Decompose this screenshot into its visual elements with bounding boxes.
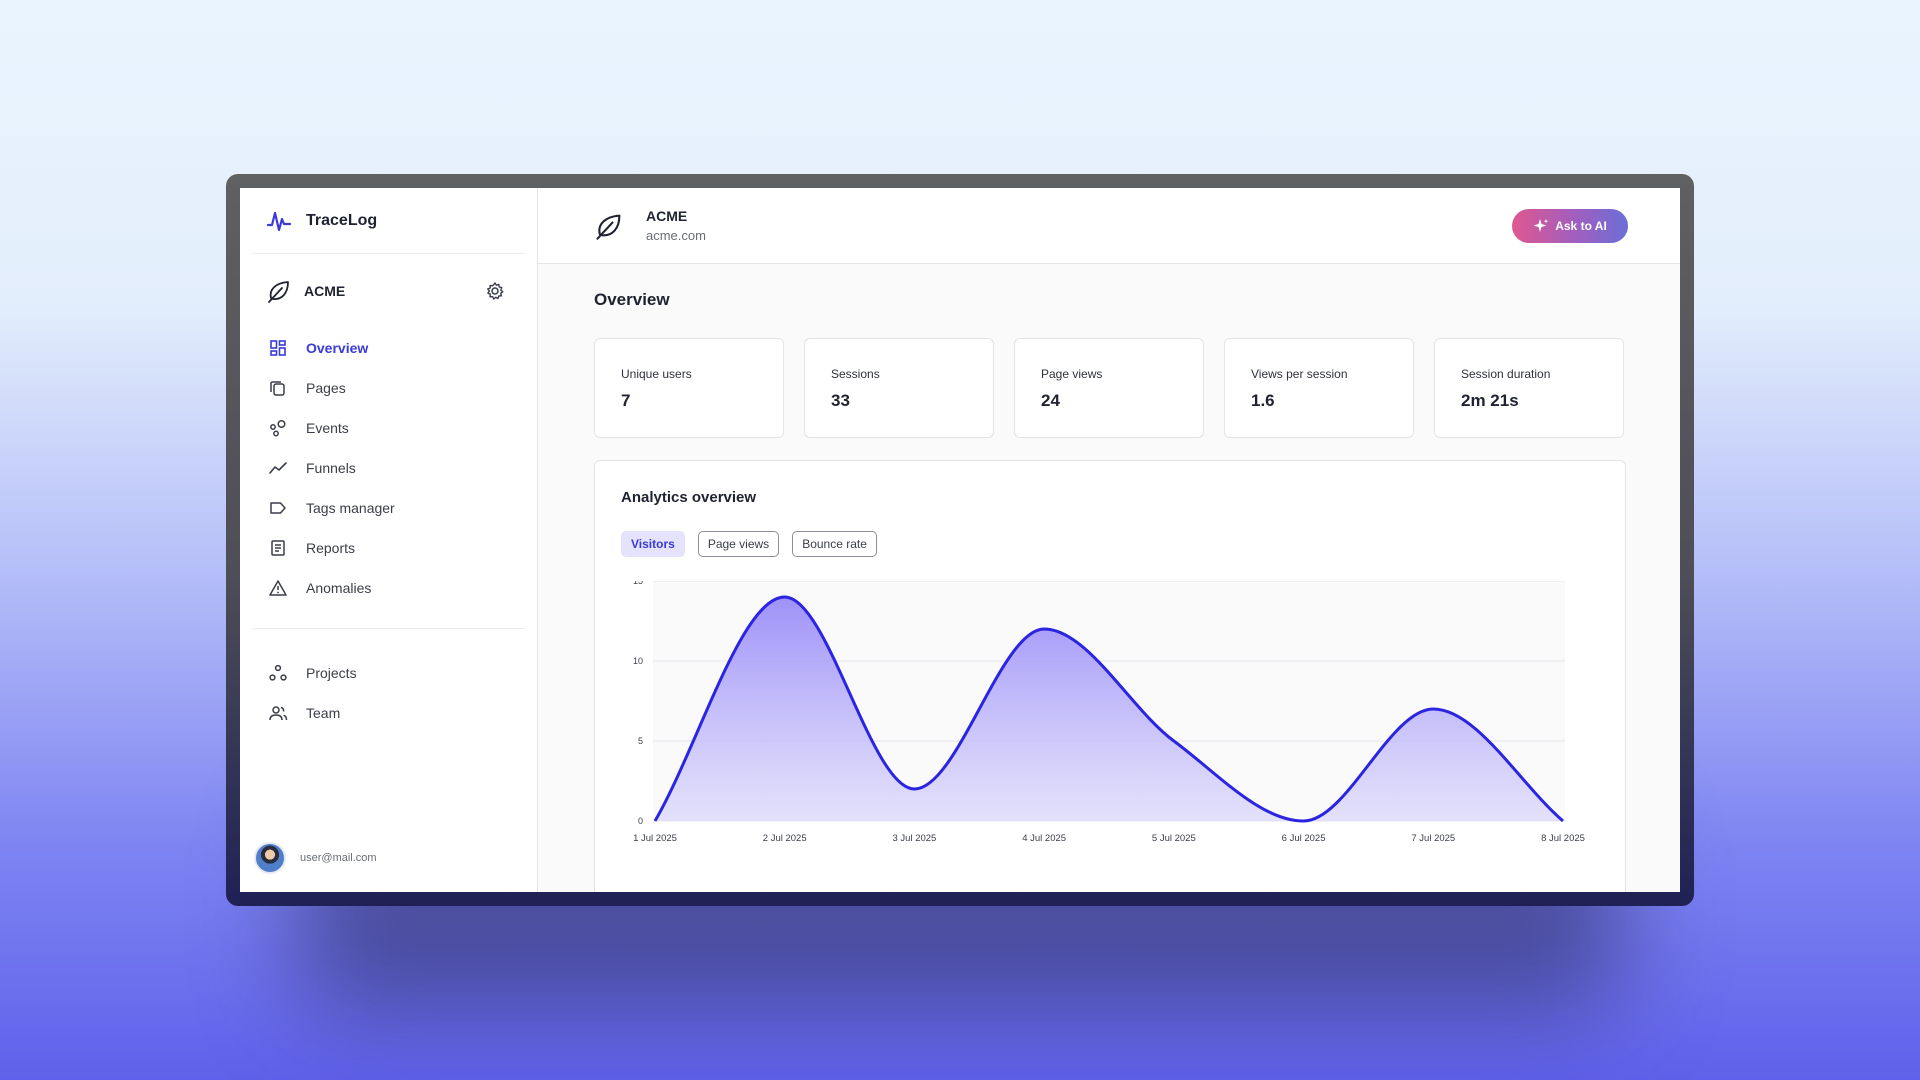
y-tick-label: 10 (633, 656, 643, 666)
user-profile[interactable]: user@mail.com (254, 842, 377, 874)
tab-page-views[interactable]: Page views (697, 531, 780, 557)
sidebar-divider (252, 628, 525, 629)
y-tick-label: 0 (638, 816, 643, 826)
metric-card: Unique users 7 (594, 338, 784, 438)
x-tick-label: 7 Jul 2025 (1411, 833, 1455, 844)
user-email: user@mail.com (300, 852, 377, 864)
metric-value: 2m 21s (1461, 391, 1519, 410)
nav-label: Reports (306, 540, 356, 556)
nav-label: Overview (306, 340, 369, 356)
panel-title: Analytics overview (621, 489, 757, 506)
chart-tabs: Visitors Page views Bounce rate (621, 531, 877, 557)
metric-card: Session duration 2m 21s (1434, 338, 1624, 438)
y-tick-label: 15 (633, 581, 643, 586)
metric-value: 33 (831, 391, 850, 410)
warning-icon (268, 578, 288, 598)
nav-item-funnels[interactable]: Funnels (252, 448, 525, 488)
trend-icon (268, 458, 288, 478)
x-tick-label: 3 Jul 2025 (893, 833, 937, 844)
metric-label: Views per session (1251, 367, 1348, 381)
x-tick-label: 5 Jul 2025 (1152, 833, 1196, 844)
tab-visitors[interactable]: Visitors (621, 531, 685, 557)
sidebar: TraceLog ACME Overview (240, 188, 538, 892)
nav-item-team[interactable]: Team (252, 693, 525, 733)
page-title: Overview (594, 290, 670, 309)
events-icon (268, 418, 288, 438)
project-info: ACME acme.com (646, 208, 706, 243)
leaf-logo-icon (596, 214, 621, 240)
nav-item-tags-manager[interactable]: Tags manager (252, 488, 525, 528)
report-icon (268, 538, 288, 558)
nav-label: Team (306, 705, 341, 721)
gear-icon[interactable] (485, 281, 505, 301)
metrics-row: Unique users 7 Sessions 33 Page views 24… (594, 338, 1624, 438)
x-tick-label: 4 Jul 2025 (1022, 833, 1066, 844)
ask-ai-label: Ask to AI (1555, 219, 1607, 233)
app-screen: TraceLog ACME Overview (240, 188, 1680, 892)
x-tick-label: 1 Jul 2025 (633, 833, 677, 844)
nav-item-pages[interactable]: Pages (252, 368, 525, 408)
metric-card: Sessions 33 (804, 338, 994, 438)
nav-label: Projects (306, 665, 357, 681)
sparkle-icon (1533, 219, 1549, 232)
visitors-area-chart: 0 5 10 15 1 Jul 2025 2 Jul 2025 3 Jul 2025 4 Ju… (633, 581, 1585, 844)
ask-ai-button[interactable]: Ask to AI (1512, 209, 1628, 243)
nav-label: Funnels (306, 460, 356, 476)
project-title: ACME (646, 208, 688, 224)
nav-item-projects[interactable]: Projects (252, 653, 525, 693)
primary-nav: Overview Pages Events (240, 328, 537, 608)
tag-icon (268, 498, 288, 518)
nav-label: Events (306, 420, 349, 436)
y-tick-label: 5 (638, 736, 643, 746)
metric-label: Page views (1041, 367, 1103, 381)
topbar: ACME acme.com Ask to AI (538, 188, 1680, 264)
brand-name: TraceLog (306, 211, 378, 229)
grid-icon (268, 338, 288, 358)
brand[interactable]: TraceLog (252, 188, 525, 254)
x-tick-label: 8 Jul 2025 (1541, 833, 1585, 844)
leaf-logo-icon (268, 281, 289, 303)
analytics-panel: Analytics overview Visitors Page views B… (594, 460, 1626, 892)
nav-label: Pages (306, 380, 346, 396)
avatar (254, 842, 286, 874)
team-icon (268, 703, 288, 723)
x-tick-label: 6 Jul 2025 (1282, 833, 1326, 844)
projects-icon (268, 663, 288, 683)
x-tick-label: 2 Jul 2025 (763, 833, 807, 844)
nav-item-reports[interactable]: Reports (252, 528, 525, 568)
device-frame: TraceLog ACME Overview (226, 174, 1694, 906)
metric-card: Page views 24 (1014, 338, 1204, 438)
nav-label: Anomalies (306, 580, 372, 596)
metric-label: Sessions (831, 367, 880, 381)
nav-item-events[interactable]: Events (252, 408, 525, 448)
main-content: ACME acme.com Ask to AI Overview Unique … (538, 188, 1680, 892)
metric-value: 1.6 (1251, 391, 1275, 410)
pages-icon (268, 378, 288, 398)
nav-item-anomalies[interactable]: Anomalies (252, 568, 525, 608)
project-switcher[interactable]: ACME (252, 254, 525, 328)
visitors-area-fill (655, 597, 1563, 821)
metric-label: Session duration (1461, 367, 1551, 381)
metric-card: Views per session 1.6 (1224, 338, 1414, 438)
metric-value: 24 (1041, 391, 1060, 410)
metric-label: Unique users (621, 367, 692, 381)
pulse-logo-icon (266, 211, 292, 231)
secondary-nav: Projects Team (240, 653, 537, 733)
nav-label: Tags manager (306, 500, 395, 516)
project-name: ACME (304, 283, 346, 299)
nav-item-overview[interactable]: Overview (252, 328, 525, 368)
metric-value: 7 (621, 391, 631, 410)
project-domain: acme.com (646, 228, 706, 243)
visitors-series-line (653, 595, 1564, 823)
tab-bounce-rate[interactable]: Bounce rate (792, 531, 877, 557)
